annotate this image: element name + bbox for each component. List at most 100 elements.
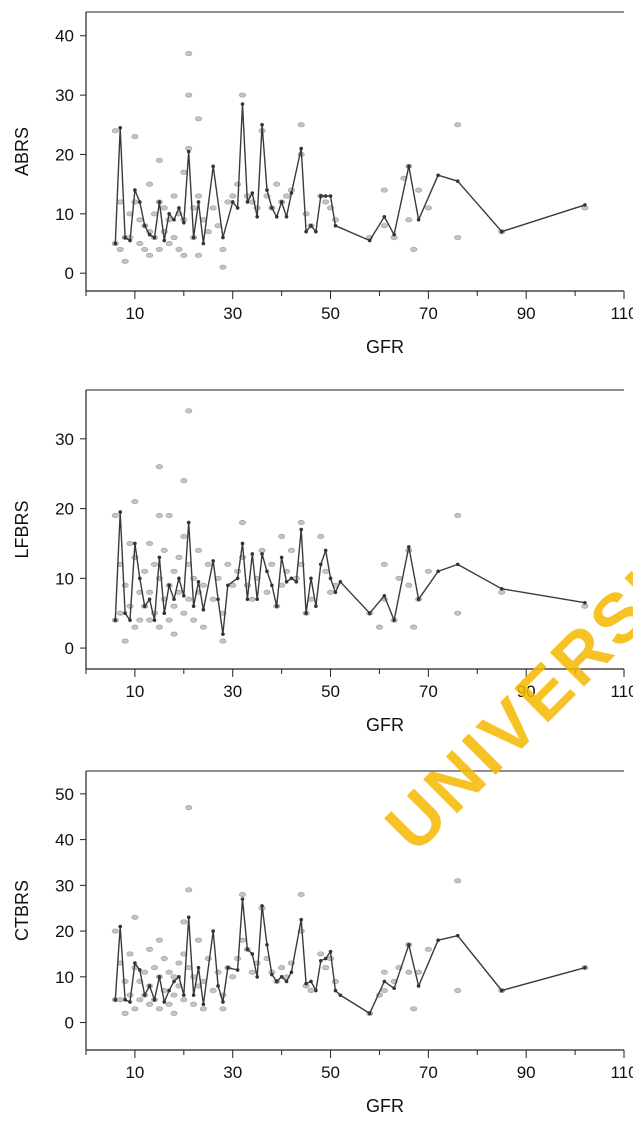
trend-point <box>167 988 171 993</box>
x-tick-label: 110 <box>610 304 633 323</box>
scatter-point <box>424 568 432 574</box>
trend-point <box>167 583 171 588</box>
scatter-point <box>424 205 432 211</box>
trend-point <box>196 200 201 204</box>
panel-abrs: 0 10 20 30 40 10 30 50 70 90 110 GFR ABRS <box>12 11 633 357</box>
x-tick-label: 30 <box>223 304 242 323</box>
scatter-point <box>194 116 202 122</box>
x-tick-label: 10 <box>125 682 144 701</box>
trend-point <box>436 569 440 574</box>
scatter-point <box>146 540 154 546</box>
trend-point <box>230 200 235 204</box>
scatter-point <box>160 547 168 553</box>
trend-point <box>191 604 196 609</box>
trend-point <box>328 194 333 198</box>
scatter-point <box>380 988 388 994</box>
trend-point <box>416 597 421 602</box>
trend-point <box>123 997 127 1002</box>
scatter-point <box>273 181 281 187</box>
trend-point <box>128 238 132 243</box>
scatter-point <box>322 199 330 205</box>
trend-point <box>240 102 245 106</box>
scatter-point <box>209 596 217 602</box>
x-tick-label: 90 <box>517 304 536 323</box>
scatter-point <box>170 631 178 637</box>
trend-point <box>118 125 123 130</box>
scatter-point <box>322 965 330 971</box>
trend-point <box>255 975 259 979</box>
scatter-point <box>454 235 462 241</box>
trend-point <box>499 586 504 591</box>
trend-point <box>294 580 299 584</box>
scatter-point <box>175 554 183 560</box>
scatter-point <box>219 638 227 644</box>
scatter-point <box>121 638 129 644</box>
scatter-point <box>263 589 271 595</box>
trend-point <box>279 555 284 560</box>
trend-point <box>182 993 186 997</box>
trend-point <box>250 952 255 956</box>
trend-point <box>279 975 284 979</box>
scatter-point <box>239 891 247 897</box>
trend-point <box>201 607 206 612</box>
trend-point <box>196 965 201 970</box>
scatter-point <box>155 1006 163 1012</box>
scatter-point <box>214 969 222 975</box>
scatter-point <box>180 610 188 616</box>
trend-point <box>323 548 328 553</box>
scatter-point <box>395 575 403 581</box>
scatter-point <box>146 946 154 952</box>
scatter-point <box>160 956 168 962</box>
trend-point <box>436 938 440 943</box>
scatter-point <box>317 951 325 957</box>
scatter-point <box>131 199 139 205</box>
trend-point <box>152 618 157 622</box>
scatter-point <box>454 610 462 616</box>
y-tick-label: 40 <box>55 831 74 850</box>
trend-point <box>113 997 118 1002</box>
trend-point <box>191 993 196 997</box>
trend-point <box>318 959 323 963</box>
scatter-point <box>111 128 119 134</box>
trend-point <box>191 235 196 240</box>
trend-point <box>142 604 147 609</box>
trend-point <box>142 993 147 997</box>
scatter-point <box>180 533 188 539</box>
scatter-point <box>322 568 330 574</box>
panel-ctbrs: 0 10 20 30 40 50 10 30 50 70 90 110 GFR CTBRS <box>12 770 633 1116</box>
scatter-point <box>302 211 310 217</box>
trend-point <box>270 583 274 588</box>
scatter-point <box>136 997 144 1003</box>
scatter-point <box>165 241 173 247</box>
trend-line <box>114 511 586 635</box>
scatter-point <box>380 561 388 567</box>
trend-point <box>392 986 396 991</box>
trend-point <box>157 975 162 979</box>
scatter-point <box>155 157 163 163</box>
trend-point <box>162 611 167 615</box>
trend-point <box>182 593 186 598</box>
scatter-point <box>165 1001 173 1007</box>
x-tick-label: 70 <box>419 682 438 701</box>
scatter-point <box>410 246 418 252</box>
trend-point <box>250 191 255 195</box>
scatter-point <box>297 520 305 526</box>
scatter-point <box>180 169 188 175</box>
scatter-point <box>190 617 198 623</box>
trend-point <box>186 149 191 154</box>
scatter-point <box>131 499 139 505</box>
scatter-point <box>165 513 173 519</box>
x-tick-label: 30 <box>223 1063 242 1082</box>
trend-point <box>455 933 460 938</box>
trend-point <box>250 552 255 556</box>
x-tick-label: 50 <box>321 1063 340 1082</box>
scatter-point <box>498 589 506 595</box>
scatter-point <box>185 51 193 57</box>
trend-point <box>216 984 220 988</box>
trend-point <box>172 217 176 222</box>
trend-point <box>196 580 201 584</box>
scatter-point <box>116 199 124 205</box>
scatter-point <box>146 252 154 258</box>
scatter-point <box>190 1001 198 1007</box>
y-tick-label: 40 <box>55 27 74 46</box>
